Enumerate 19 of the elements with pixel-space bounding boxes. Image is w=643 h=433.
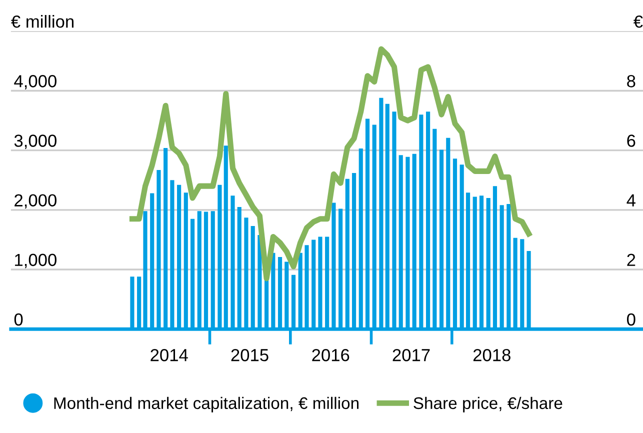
y2-axis-title: €	[633, 15, 643, 28]
y-axis-title: € million	[11, 14, 74, 28]
legend-label: Share price, €/share	[414, 396, 562, 412]
y-tick-label: 3,000	[14, 134, 56, 149]
y2-tick-label: 4	[626, 194, 636, 206]
x-tick-label: 2016	[312, 348, 350, 362]
legend-label: Month-end market capitalization, € million	[54, 396, 358, 412]
y2-tick-label: 6	[627, 134, 636, 147]
x-tick-label: 2014	[150, 348, 188, 362]
x-tick-label: 2018	[473, 348, 510, 362]
y2-tick-label: 0	[627, 313, 636, 326]
x-tick-label: 2017	[392, 348, 430, 362]
y2-tick-label: 8	[627, 75, 636, 88]
y-tick-label: 1,000	[15, 254, 56, 268]
y-tick-label: 4,000	[14, 75, 56, 90]
y2-tick-label: 2	[627, 254, 636, 266]
y-tick-label: 0	[14, 313, 23, 326]
x-tick-label: 2015	[231, 348, 268, 362]
y-tick-label: 2,000	[14, 194, 56, 209]
